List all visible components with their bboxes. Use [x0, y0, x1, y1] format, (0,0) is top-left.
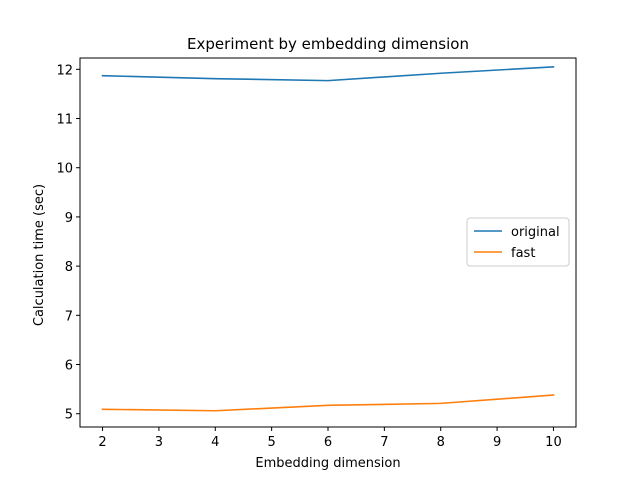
y-tick-label: 7 [65, 309, 73, 324]
y-tick-label: 8 [65, 260, 73, 275]
x-tick-label: 9 [493, 435, 501, 450]
chart-title: Experiment by embedding dimension [187, 35, 469, 53]
x-tick-label: 8 [437, 435, 445, 450]
y-tick-label: 12 [56, 63, 73, 78]
y-tick-label: 9 [65, 211, 73, 226]
x-tick-label: 7 [380, 435, 388, 450]
legend-box [466, 217, 570, 267]
x-tick-label: 5 [267, 435, 275, 450]
x-tick-label: 3 [155, 435, 163, 450]
y-tick-label: 11 [56, 113, 73, 128]
series-line-original [101, 66, 555, 82]
x-tick-label: 4 [211, 435, 219, 450]
y-tick-label: 5 [65, 408, 73, 423]
legend-label-original: original [511, 225, 560, 240]
series-line-fast [101, 394, 555, 412]
y-tick-label: 6 [65, 359, 73, 374]
x-tick-label: 10 [545, 435, 562, 450]
x-axis-title: Embedding dimension [255, 456, 400, 471]
legend-label-fast: fast [511, 246, 535, 261]
y-tick-label: 10 [56, 162, 73, 177]
legend: original fast [466, 217, 570, 267]
x-tick-label: 6 [324, 435, 332, 450]
y-axis-title: Calculation time (sec) [32, 184, 47, 326]
plot-area: 2 3 4 5 6 7 8 9 10 5 6 7 8 9 10 11 12 [56, 57, 577, 450]
axes-frame [79, 57, 577, 428]
x-tick-label: 2 [98, 435, 106, 450]
